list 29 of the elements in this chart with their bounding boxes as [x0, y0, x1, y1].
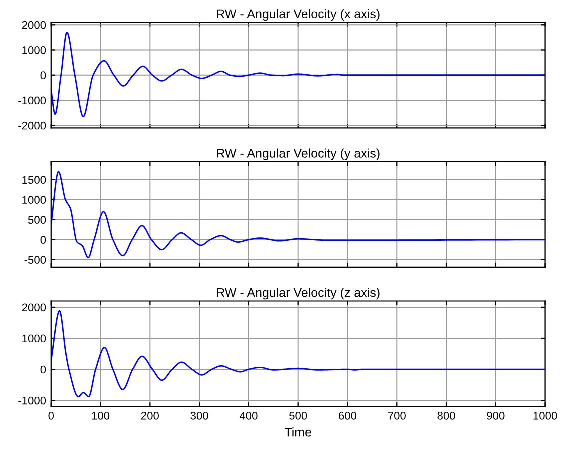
chart-title: RW - Angular Velocity (y axis) [217, 148, 380, 160]
y-tick-label: 1500 [22, 176, 46, 184]
x-tick-label: 400 [240, 412, 258, 420]
y-tick-label: -1000 [18, 96, 46, 105]
x-tick-label: 600 [339, 412, 357, 420]
y-tick-label: 0 [40, 236, 46, 244]
y-tick-label: -500 [24, 256, 46, 264]
x-tick-label: 300 [190, 412, 208, 420]
x-tick-label: 1000 [534, 412, 558, 420]
y-tick-label: 2000 [22, 304, 46, 312]
x-tick-label: 200 [141, 412, 160, 420]
y-tick-label: 0 [40, 366, 46, 374]
x-tick-label: 900 [487, 412, 505, 420]
chart-title: RW - Angular Velocity (x axis) [217, 9, 380, 22]
x-tick-label: 700 [388, 412, 406, 420]
x-tick-label: 0 [48, 412, 54, 420]
x-tick-label: 100 [92, 412, 110, 420]
y-tick-label: -1000 [18, 396, 46, 405]
x-tick-label: 500 [290, 412, 308, 420]
x-tick-label: 800 [438, 412, 456, 420]
y-tick-label: 500 [28, 216, 46, 224]
y-tick-label: 0 [40, 72, 46, 80]
y-tick-label: 2000 [22, 21, 46, 30]
y-tick-label: 1000 [22, 46, 46, 54]
chart-title: RW - Angular Velocity (z axis) [217, 288, 380, 300]
y-tick-label: 1000 [22, 196, 46, 204]
y-tick-label: 1000 [22, 334, 46, 343]
x-axis-title: Time [284, 428, 312, 437]
y-tick-label: -2000 [18, 122, 46, 130]
